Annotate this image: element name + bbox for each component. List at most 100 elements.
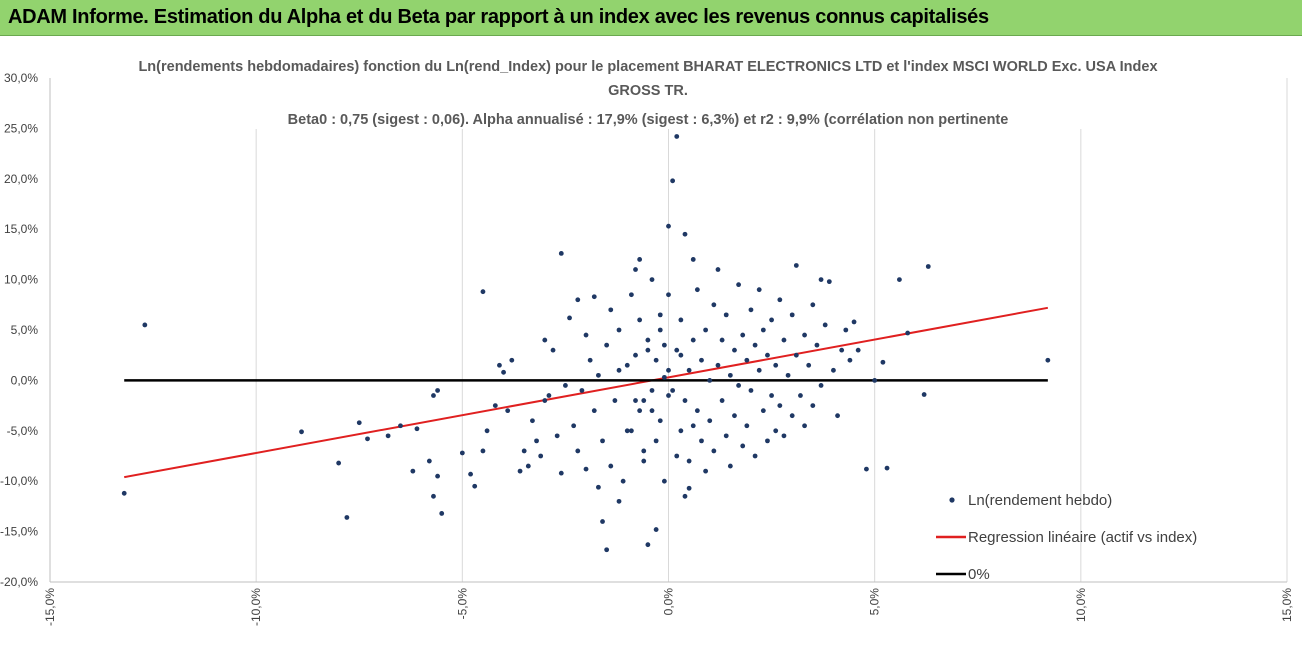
data-point [711, 448, 717, 454]
data-point [579, 388, 585, 393]
data-point [921, 392, 927, 397]
data-point [558, 470, 564, 476]
data-point [431, 393, 436, 398]
data-point [798, 393, 803, 398]
data-point [666, 367, 671, 373]
axes: 30,0% 25,0% 20,0% 15,0% 10,0% 5,0% 0,0% -5,0% -1… [0, 71, 1294, 626]
data-point [645, 347, 651, 353]
data-point [670, 388, 676, 393]
data-point [435, 388, 440, 393]
data-point [839, 347, 845, 353]
data-point [480, 289, 486, 295]
data-point [435, 473, 440, 479]
data-point [649, 388, 655, 393]
y-tick-label: 25,0% [4, 121, 38, 135]
y-tick-label: 5,0% [11, 323, 39, 337]
data-point [525, 463, 531, 469]
data-point [826, 279, 832, 285]
y-tick-label: -5,0% [7, 424, 39, 438]
series-points [121, 134, 1051, 553]
chart-title-line: Beta0 : 0,75 (sigest : 0,06). Alpha annu… [288, 112, 1009, 128]
data-point [624, 362, 630, 368]
data-point [703, 468, 709, 474]
data-point [575, 448, 581, 454]
data-point [299, 429, 304, 435]
data-point [748, 307, 754, 313]
data-point [530, 418, 535, 424]
chart-area: Ln(rendements hebdomadaires) fonction du… [0, 37, 1302, 648]
data-point [674, 453, 680, 459]
data-point [822, 322, 828, 328]
data-point [563, 383, 568, 388]
data-point [1045, 357, 1051, 363]
scatter-chart: Ln(rendements hebdomadaires) fonction du… [0, 51, 1294, 626]
data-point [690, 337, 696, 343]
data-point [905, 330, 911, 336]
data-point [657, 327, 663, 333]
data-point [674, 347, 680, 353]
data-point [604, 342, 610, 348]
data-point [727, 463, 733, 469]
data-point [534, 438, 539, 444]
y-tick-label: 30,0% [4, 71, 38, 85]
data-point [587, 357, 593, 363]
data-point [571, 423, 577, 429]
data-point [554, 433, 560, 439]
data-point [641, 458, 647, 464]
legend-label: Regression linéaire (actif vs index) [968, 529, 1197, 546]
data-point [633, 267, 638, 272]
header-banner: ADAM Informe. Estimation du Alpha et du … [0, 0, 1302, 36]
data-point [385, 433, 391, 439]
data-point [781, 433, 787, 439]
data-point [736, 383, 741, 388]
y-tick-label: -10,0% [0, 474, 38, 488]
data-point [810, 302, 816, 308]
data-point [624, 428, 630, 434]
data-point [748, 388, 754, 393]
data-point [777, 297, 783, 303]
data-point [765, 352, 770, 358]
data-point [410, 468, 416, 474]
regression-line [124, 306, 1049, 479]
data-point [686, 367, 692, 373]
title-background [140, 51, 1160, 129]
data-point [633, 352, 638, 358]
data-point [925, 264, 931, 269]
data-point [744, 423, 750, 429]
data-point [616, 498, 622, 504]
data-point [719, 337, 725, 343]
data-point [740, 332, 746, 338]
data-point [620, 478, 626, 484]
data-point [711, 302, 717, 308]
data-point [628, 292, 634, 298]
data-point [756, 287, 762, 293]
chart-title-line: GROSS TR. [608, 83, 688, 99]
data-point [765, 438, 770, 444]
data-point [835, 413, 840, 419]
banner-title: ADAM Informe. Estimation du Alpha et du … [8, 6, 989, 28]
data-point [760, 327, 766, 333]
y-tick-label: 20,0% [4, 172, 38, 186]
data-point [682, 398, 688, 403]
data-point [641, 398, 647, 403]
data-point [591, 408, 597, 414]
data-point [707, 418, 713, 424]
chart-title: Ln(rendements hebdomadaires) fonction du… [138, 51, 1160, 129]
data-point [864, 466, 869, 472]
data-point [744, 357, 750, 363]
data-point [666, 292, 671, 298]
data-point [810, 403, 816, 408]
data-point [752, 342, 758, 348]
data-point [596, 372, 601, 378]
data-point [616, 367, 622, 373]
data-point [344, 515, 350, 520]
data-point [596, 484, 601, 490]
data-point [707, 378, 713, 383]
y-tick-label: 0,0% [11, 373, 39, 387]
data-point [760, 408, 766, 414]
data-point [752, 453, 758, 459]
x-tick-label: 15,0% [1280, 588, 1294, 622]
data-point [637, 408, 643, 414]
data-point [855, 347, 861, 353]
x-tick-label: -10,0% [249, 588, 263, 626]
